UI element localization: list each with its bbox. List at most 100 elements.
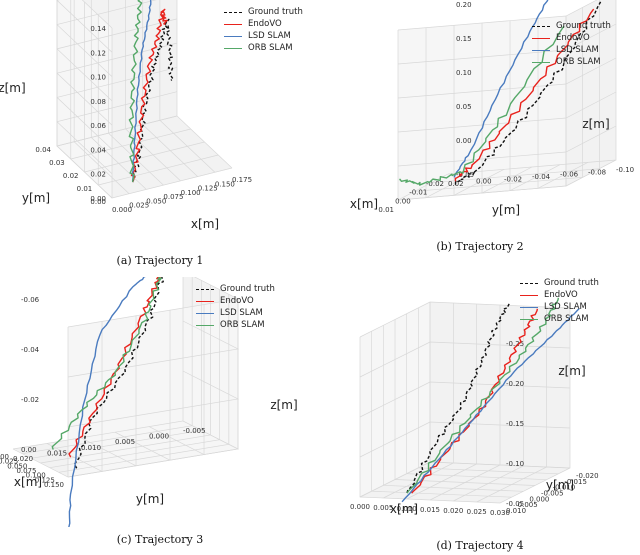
legend-item-lsd: LSD SLAM — [196, 307, 275, 319]
legend-swatch — [520, 306, 538, 308]
gridline — [81, 0, 113, 29]
legend-item-ground-truth: Ground truth — [520, 277, 599, 289]
legend-label: EndoVO — [220, 296, 254, 306]
legend-label: Ground truth — [544, 278, 599, 288]
z-tick-label: 0.10 — [90, 74, 106, 82]
y-tick-label: -0.015 — [564, 478, 587, 486]
chart-caption: (a) Trajectory 1 — [116, 254, 204, 267]
legend-label: Ground truth — [248, 7, 303, 17]
gridline — [359, 381, 571, 418]
z-tick-label: 0.04 — [90, 146, 106, 154]
legend-item-orb: ORB SLAM — [224, 42, 303, 54]
legend-swatch — [532, 37, 550, 39]
legend-swatch — [520, 282, 538, 284]
legend-label: ORB SLAM — [220, 320, 265, 330]
gridline — [67, 277, 240, 328]
back-pane — [566, 0, 616, 186]
z-tick-label: 0.08 — [90, 98, 106, 106]
chart-legend: Ground truth EndoVO LSD SLAM ORB SLAM — [532, 20, 611, 68]
y-tick-label: 0.00 — [476, 178, 492, 186]
tick-labels: 0.000 0.005 0.010 0.015 0.020 0.025 0.0300.010… — [350, 340, 599, 517]
chart-caption: (b) Trajectory 2 — [436, 240, 524, 253]
x-tick-label: 0.000 — [0, 453, 9, 461]
x-tick-label: 0.01 — [378, 206, 394, 214]
y-tick-label: 0.02 — [63, 172, 79, 180]
z-tick-label: 0.10 — [456, 69, 472, 77]
y-tick-label: 0.010 — [506, 507, 526, 515]
y-tick-label: -0.10 — [616, 166, 634, 174]
x-tick-label: 0.000 — [350, 503, 370, 511]
series-line-endovo — [130, 8, 168, 183]
axis-labels: x[m] y[m] z[m] — [14, 398, 298, 506]
z-tick-label: -0.05 — [506, 500, 524, 508]
x-tick-label: 0.100 — [181, 189, 201, 197]
chart-legend: Ground truth EndoVO LSD SLAM ORB SLAM — [196, 283, 275, 331]
z-tick-label: 0.12 — [90, 49, 106, 57]
legend-swatch — [520, 294, 538, 296]
x-tick-label: -0.02 — [426, 180, 444, 188]
x-axis-label: x[m] — [14, 475, 42, 489]
z-tick-label: -0.04 — [21, 346, 40, 354]
series-line-lsd — [68, 277, 146, 527]
gridline — [397, 57, 617, 99]
legend-label: ORB SLAM — [544, 314, 589, 324]
legend-swatch — [224, 35, 242, 37]
x-tick-label: 0.050 — [7, 462, 27, 470]
series-group — [399, 0, 602, 186]
y-tick-label: -0.020 — [576, 472, 599, 480]
z-tick-label: -0.06 — [21, 296, 40, 304]
y-axis-label: y[m] — [22, 191, 50, 205]
axes-box — [56, 0, 233, 199]
z-tick-label: -0.05 — [456, 171, 474, 179]
x-tick-label: 0.075 — [16, 467, 36, 475]
y-tick-label: -0.010 — [553, 484, 576, 492]
gridline — [56, 67, 178, 150]
legend-swatch — [224, 11, 242, 13]
x-tick-label: 0.025 — [129, 202, 149, 210]
legend-swatch — [532, 49, 550, 51]
axes-box — [397, 0, 617, 201]
series-group — [401, 297, 580, 503]
chart-svg: 0.010.00-0.01-0.02 0.02 0.00 -0.02 -0.04 -0.0… — [350, 0, 634, 217]
y-tick-label: -0.005 — [183, 427, 206, 435]
z-tick-label: 0.00 — [90, 195, 106, 203]
z-tick-label: 0.00 — [456, 137, 472, 145]
z-tick-label: -0.15 — [506, 420, 524, 428]
y-axis-label: y[m] — [546, 478, 574, 492]
x-tick-label: 0.030 — [490, 509, 510, 517]
z-tick-label: -0.02 — [21, 396, 39, 404]
legend-swatch — [520, 318, 538, 320]
x-tick-label: -0.01 — [409, 189, 427, 197]
x-axis-label: x[m] — [350, 197, 378, 211]
gridline — [56, 42, 178, 126]
gridline — [397, 0, 598, 31]
gridline — [359, 421, 571, 458]
x-tick-label: 0.050 — [146, 197, 166, 205]
x-tick-label: 0.075 — [163, 193, 183, 201]
legend-swatch — [196, 324, 214, 326]
y-tick-label: -0.005 — [541, 490, 564, 498]
series-line-lsd — [453, 0, 549, 178]
legend-item-endovo: EndoVO — [196, 295, 275, 307]
legend-item-lsd: LSD SLAM — [224, 30, 303, 42]
legend-swatch — [196, 312, 214, 314]
x-tick-label: 0.000 — [112, 206, 132, 214]
y-axis-label: y[m] — [136, 492, 164, 506]
legend-item-lsd: LSD SLAM — [532, 44, 611, 56]
y-tick-label: 0.000 — [149, 433, 169, 441]
series-line-ground-truth — [131, 18, 174, 183]
y-tick-label: 0.03 — [49, 159, 65, 167]
y-tick-label: 0.020 — [13, 455, 33, 463]
chart-svg: 0.1500.1250.1000.0750.0500.0250.0000.020… — [0, 277, 298, 527]
legend-label: LSD SLAM — [220, 308, 263, 318]
legend-swatch — [224, 23, 242, 25]
legend-swatch — [196, 288, 214, 290]
legend-item-endovo: EndoVO — [224, 18, 303, 30]
legend-item-lsd: LSD SLAM — [520, 301, 599, 313]
z-tick-label: -0.25 — [506, 340, 524, 348]
legend-swatch — [196, 300, 214, 302]
axis-labels: x[m] y[m] z[m] — [0, 81, 219, 231]
legend-label: EndoVO — [248, 19, 282, 29]
axis-labels: x[m] y[m] z[m] — [350, 117, 610, 217]
x-tick-label: 0.020 — [443, 507, 463, 515]
